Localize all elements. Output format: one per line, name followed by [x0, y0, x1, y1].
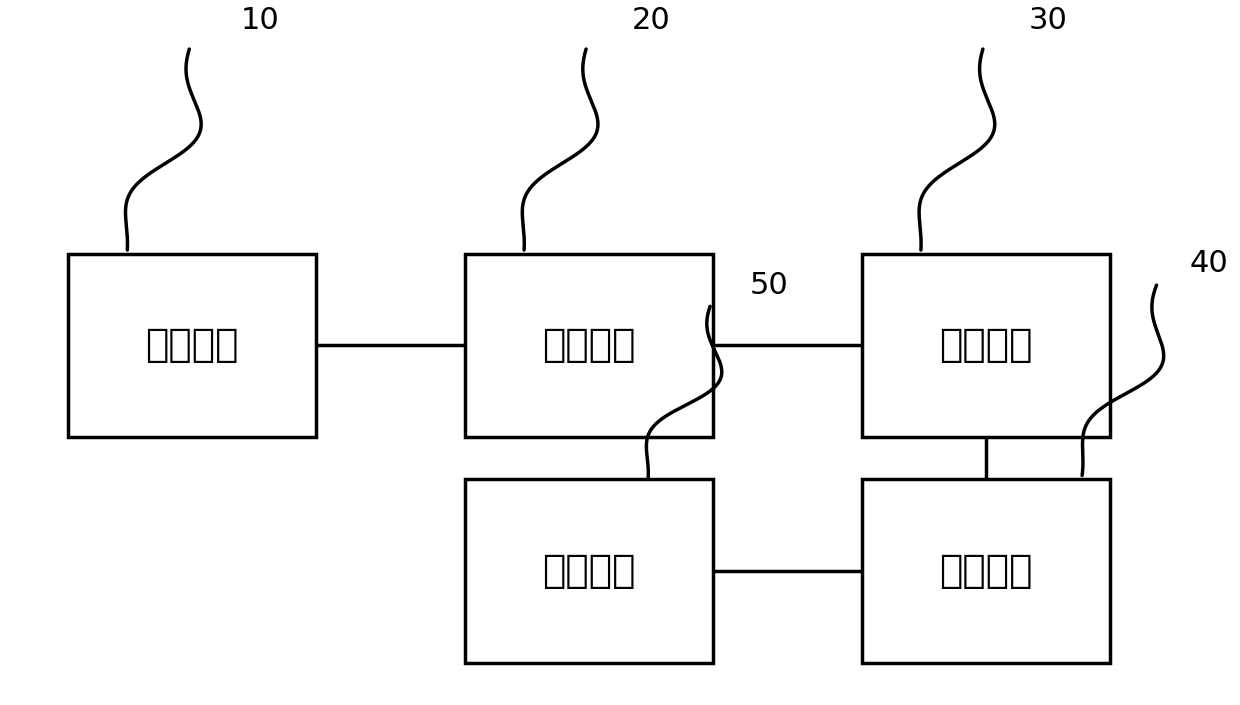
- FancyBboxPatch shape: [465, 254, 713, 437]
- Text: 40: 40: [1189, 250, 1229, 278]
- Text: 设置模块: 设置模块: [939, 552, 1033, 590]
- Text: 确定模块: 确定模块: [542, 552, 636, 590]
- FancyBboxPatch shape: [862, 479, 1110, 663]
- Text: 投影模块: 投影模块: [939, 326, 1033, 364]
- FancyBboxPatch shape: [862, 254, 1110, 437]
- Text: 30: 30: [1028, 6, 1068, 35]
- FancyBboxPatch shape: [68, 254, 316, 437]
- Text: 50: 50: [749, 271, 789, 300]
- Text: 10: 10: [241, 6, 280, 35]
- FancyBboxPatch shape: [465, 479, 713, 663]
- Text: 获取模块: 获取模块: [145, 326, 239, 364]
- Text: 提取模块: 提取模块: [542, 326, 636, 364]
- Text: 20: 20: [631, 6, 671, 35]
